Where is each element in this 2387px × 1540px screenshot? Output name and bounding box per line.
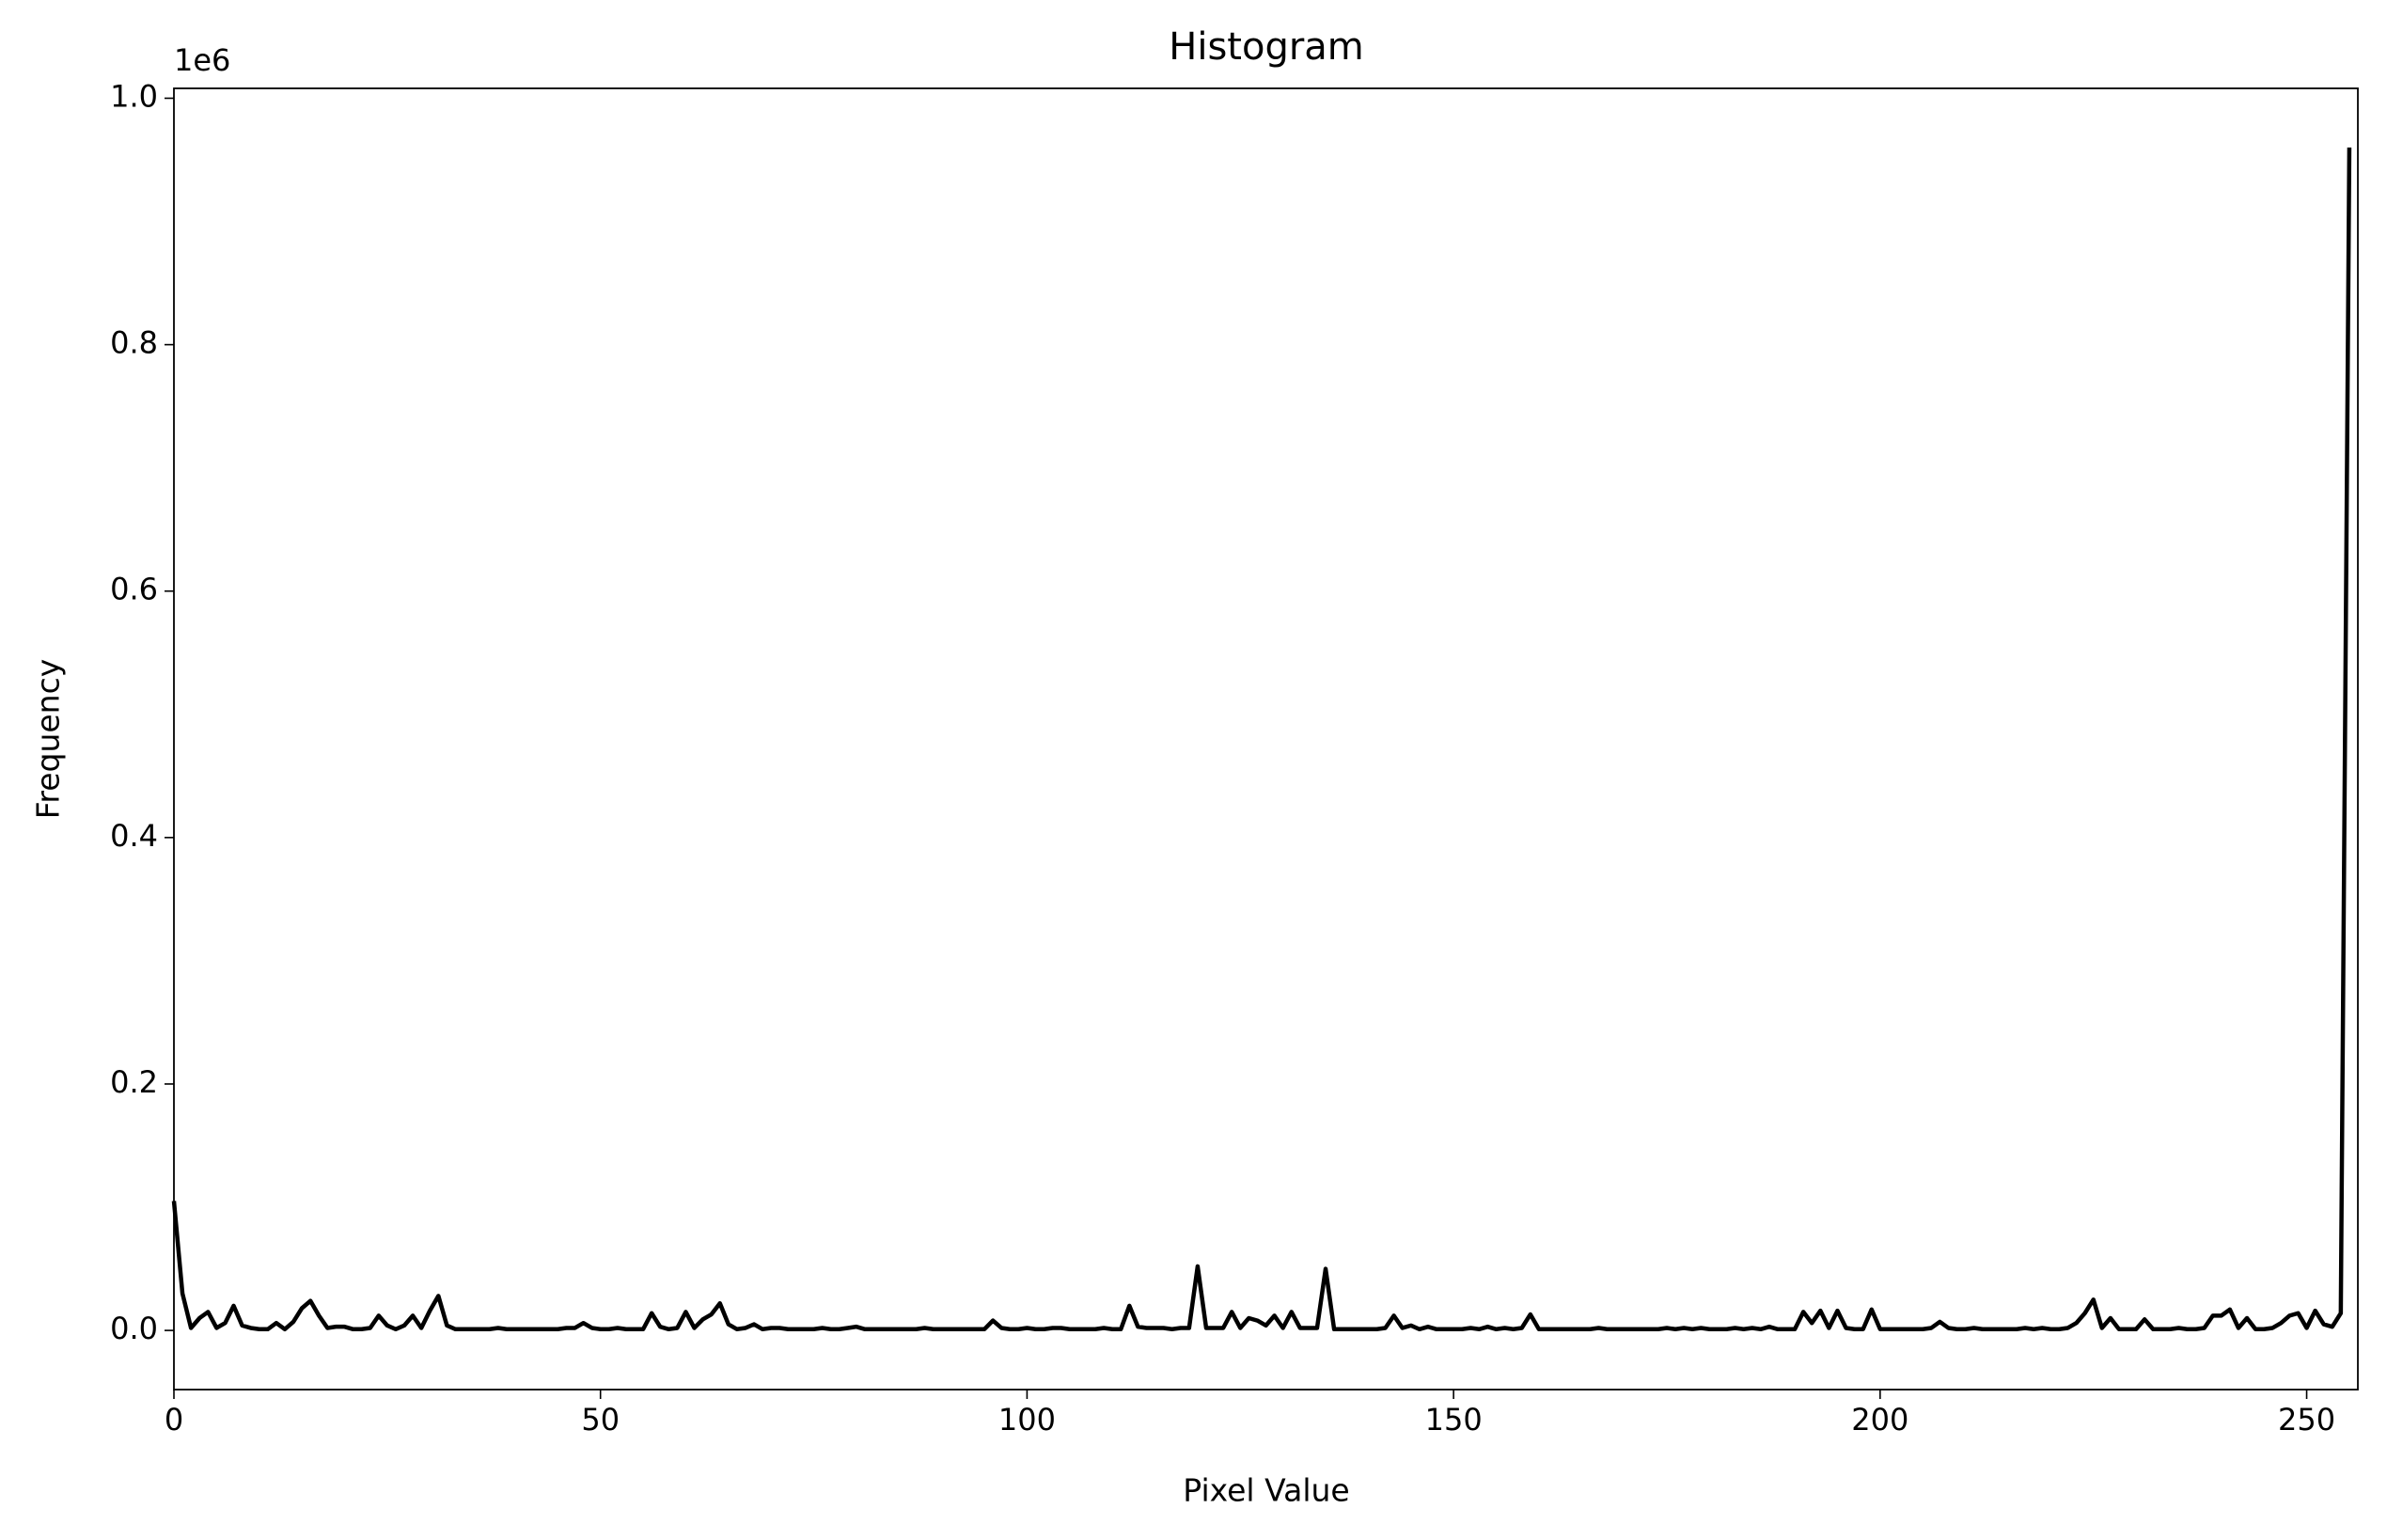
x-tick-label: 0 [165,1402,183,1438]
x-tick-label: 100 [998,1402,1056,1438]
x-tick-label: 200 [1851,1402,1908,1438]
y-tick-label: 1.0 [110,78,158,114]
y-tick-label: 0.6 [110,572,158,607]
x-tick-label: 250 [2278,1402,2335,1438]
x-tick-label: 150 [1425,1402,1483,1438]
offset-text: 1e6 [174,42,230,78]
chart-title: Histogram [1169,25,1364,69]
x-axis-label: Pixel Value [1183,1472,1349,1509]
y-tick-label: 0.8 [110,325,158,361]
plot-frame [173,87,2359,1391]
y-tick-label: 0.2 [110,1064,158,1100]
y-tick-label: 0.0 [110,1311,158,1346]
y-tick-label: 0.4 [110,818,158,854]
y-axis-label: Frequency [30,659,67,819]
data-line [171,147,2352,1332]
x-tick-label: 50 [581,1402,620,1438]
